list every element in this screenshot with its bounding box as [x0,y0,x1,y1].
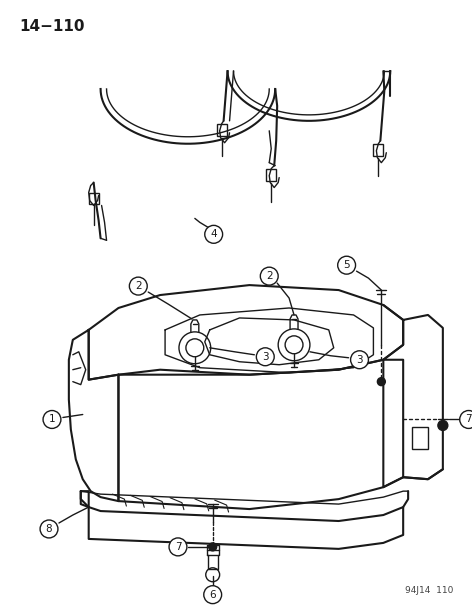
Text: 7: 7 [465,415,472,424]
Text: 2: 2 [266,271,273,281]
Text: 3: 3 [356,355,363,365]
Circle shape [260,267,278,285]
Circle shape [460,410,474,429]
Text: 3: 3 [262,352,269,362]
Circle shape [256,348,274,366]
Text: 1: 1 [49,415,55,424]
Text: 6: 6 [210,590,216,600]
Circle shape [204,586,222,604]
Circle shape [40,520,58,538]
Circle shape [351,351,368,368]
Circle shape [43,410,61,429]
Circle shape [129,277,147,295]
Circle shape [337,256,356,274]
Text: 5: 5 [343,260,350,270]
Text: 4: 4 [210,230,217,239]
Text: 94J14  110: 94J14 110 [405,586,454,594]
Circle shape [438,420,448,431]
Text: 8: 8 [46,524,52,534]
Text: 7: 7 [174,542,181,552]
Circle shape [209,543,217,551]
Text: 2: 2 [135,281,142,291]
Text: 14−110: 14−110 [19,19,85,34]
Circle shape [377,378,385,385]
Circle shape [205,225,223,243]
Circle shape [169,538,187,556]
